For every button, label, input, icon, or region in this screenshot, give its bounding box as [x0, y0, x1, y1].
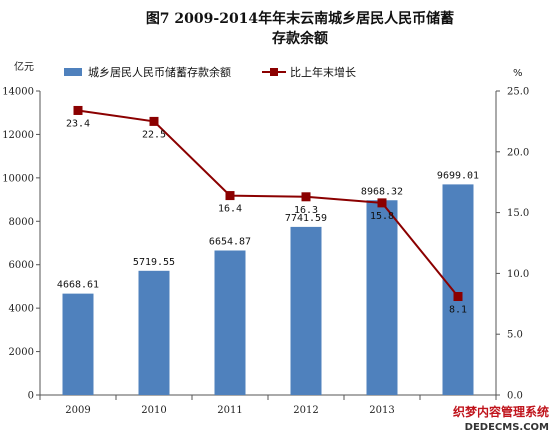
bar-value-label: 5719.55 [133, 257, 175, 268]
bar-2010 [138, 270, 170, 395]
growth-value-label: 16.4 [218, 204, 242, 215]
growth-marker [453, 292, 463, 302]
growth-marker [149, 116, 159, 126]
right-tick-label: 5.0 [507, 330, 523, 341]
left-tick-label: 4000 [9, 304, 34, 315]
left-tick-label: 2000 [9, 347, 34, 358]
growth-value-label: 23.4 [66, 118, 90, 129]
left-tick-label: 14000 [2, 87, 34, 98]
left-tick-label: 6000 [9, 260, 34, 271]
x-tick-label: 2010 [141, 405, 166, 416]
legend-line-marker [270, 68, 278, 76]
bar-value-label: 9699.01 [437, 170, 479, 181]
bar-2012 [290, 226, 322, 395]
watermark-line2: DEDECMS.COM [465, 422, 549, 433]
legend-bar-label: 城乡居民人民币储蓄存款余额 [88, 65, 231, 79]
growth-value-label: 16.3 [294, 205, 318, 216]
growth-line [73, 105, 463, 302]
left-tick-label: 8000 [9, 217, 34, 228]
growth-marker [73, 105, 83, 115]
bar-value-label: 4668.61 [57, 280, 99, 291]
x-tick-label: 2011 [217, 405, 242, 416]
data-labels: 4668.61 5719.55 6654.87 7741.59 8968.32 9699.… [57, 118, 479, 315]
growth-marker [377, 198, 387, 208]
bar-value-label: 6654.87 [209, 236, 251, 247]
bars [62, 184, 474, 395]
legend-line-label: 比上年末增长 [290, 65, 356, 79]
left-tick-label: 12000 [2, 130, 34, 141]
bar-value-label: 8968.32 [361, 186, 403, 197]
right-tick-label: 15.0 [507, 208, 529, 219]
growth-value-label: 22.5 [142, 129, 166, 140]
bar-value-label: 7741.59 [285, 213, 327, 224]
axes: 0 2000 4000 6000 8000 10000 12000 14000 0.0 5.0 10… [2, 87, 529, 417]
chart-title-line1: 图7 2009-2014年年末云南城乡居民人民币储蓄 [146, 10, 454, 27]
right-tick-label: 20.0 [507, 147, 529, 158]
growth-value-label: 15.8 [370, 211, 394, 222]
watermark-line1: 织梦内容管理系统 [453, 404, 549, 419]
left-axis-unit: 亿元 [14, 60, 34, 73]
bar-2013 [366, 200, 398, 395]
growth-value-label: 8.1 [449, 305, 467, 316]
growth-marker [225, 191, 235, 201]
legend-bar-swatch [64, 68, 82, 76]
right-tick-label: 10.0 [507, 269, 529, 280]
bar-2011 [214, 250, 246, 395]
x-tick-label: 2012 [293, 405, 318, 416]
growth-marker [301, 192, 311, 202]
left-tick-label: 0 [28, 391, 34, 402]
right-tick-label: 0.0 [507, 391, 523, 402]
right-axis-unit: % [513, 68, 523, 79]
bar-2009 [62, 293, 94, 395]
left-tick-label: 10000 [2, 173, 34, 184]
x-tick-label: 2013 [369, 405, 394, 416]
bar-last [442, 184, 474, 395]
chart-title-line2: 存款余额 [272, 30, 328, 47]
x-tick-label: 2009 [65, 405, 90, 416]
right-tick-label: 25.0 [507, 87, 529, 98]
growth-polyline [77, 109, 459, 298]
